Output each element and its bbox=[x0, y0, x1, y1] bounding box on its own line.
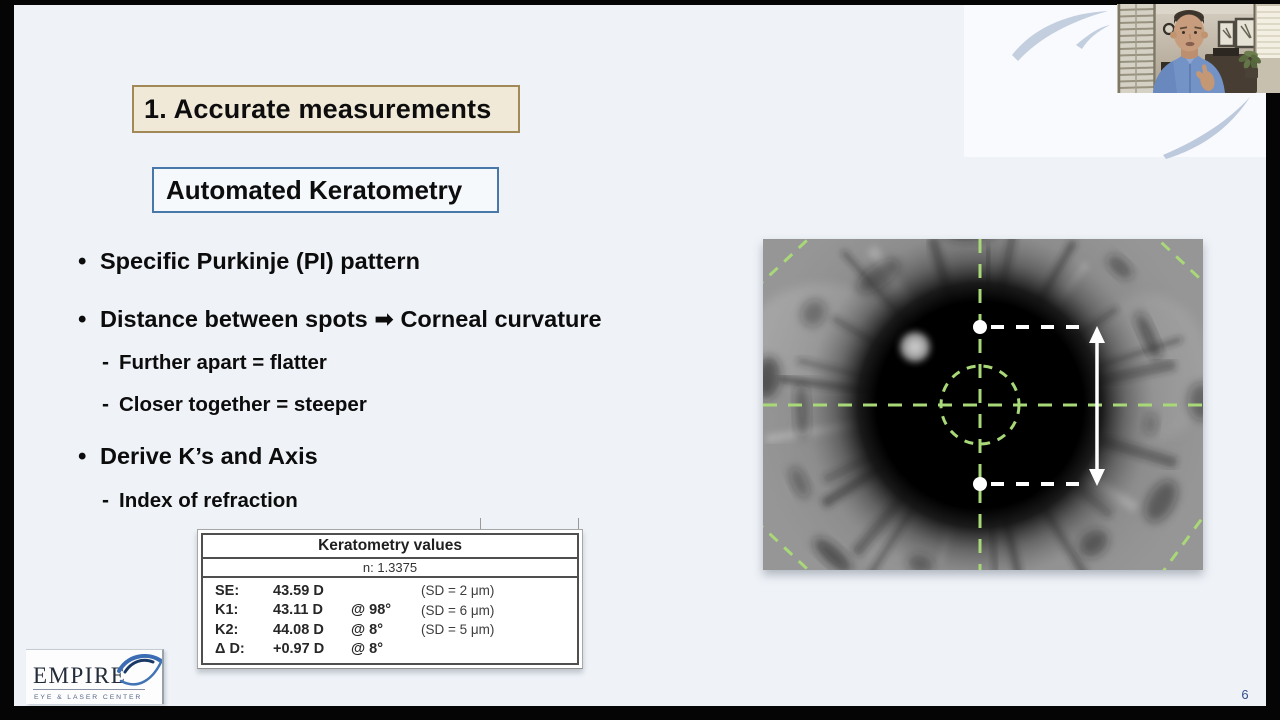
sub-bullet-item: - Closer together = steeper bbox=[102, 393, 367, 417]
bullet-text: Distance between spots ➡ Corneal curvatu… bbox=[100, 306, 602, 332]
eye-keratometry-image bbox=[745, 170, 1215, 640]
k-value: 43.11 D bbox=[273, 602, 323, 619]
k-label: Δ D: bbox=[215, 641, 245, 658]
slide-title-box: 1. Accurate measurements bbox=[132, 85, 520, 133]
iris-image bbox=[745, 170, 1215, 640]
keratometry-table-title: Keratometry values bbox=[203, 535, 577, 559]
presenter bbox=[1153, 10, 1225, 93]
side-window bbox=[1253, 4, 1280, 93]
table-row: Δ D: +0.97 D @ 8° bbox=[203, 640, 577, 660]
letterbox-right bbox=[1266, 0, 1280, 720]
index-of-refraction-row: n: 1.3375 bbox=[203, 559, 577, 578]
corner-mark-top-right bbox=[1145, 227, 1213, 291]
raised-hand bbox=[1196, 64, 1215, 91]
k-axis: @ 8° bbox=[351, 641, 384, 658]
picture-frames bbox=[1217, 17, 1257, 49]
logo-tagline: EYE & LASER CENTER bbox=[34, 694, 142, 701]
table-row: K1: 43.11 D @ 98° (SD = 6 μm) bbox=[203, 601, 577, 621]
ceiling bbox=[1117, 4, 1280, 14]
bullet-marker: • bbox=[78, 248, 87, 275]
bullet-marker: • bbox=[78, 443, 87, 470]
k-axis: @ 8° bbox=[351, 621, 384, 638]
screenshot-artifact-line bbox=[480, 518, 481, 530]
presentation-slide: 1. Accurate measurements Automated Kerat… bbox=[14, 5, 1266, 706]
bullet-text: Further apart = flatter bbox=[119, 351, 327, 374]
bullet-text: Closer together = steeper bbox=[119, 393, 367, 416]
k-sd: (SD = 2 μm) bbox=[421, 583, 495, 599]
k-sd: (SD = 6 μm) bbox=[421, 602, 495, 618]
logo-name: EMPIRE bbox=[33, 663, 126, 688]
page-number: 6 bbox=[1241, 687, 1249, 702]
slide-subtitle: Automated Keratometry bbox=[166, 174, 463, 205]
face bbox=[1173, 14, 1205, 52]
measure-arrow-head-down bbox=[1089, 469, 1105, 486]
k-value: 43.59 D bbox=[273, 582, 324, 599]
table-row: K2: 44.08 D @ 8° (SD = 5 μm) bbox=[203, 620, 577, 640]
k-value: 44.08 D bbox=[273, 621, 324, 638]
letterbox-bottom bbox=[0, 706, 1280, 720]
bullet-text: Specific Purkinje (PI) pattern bbox=[100, 248, 420, 274]
table-row: SE: 43.59 D (SD = 2 μm) bbox=[203, 581, 577, 601]
bullet-item: • Distance between spots ➡ Corneal curva… bbox=[78, 305, 602, 334]
k-value: +0.97 D bbox=[273, 641, 325, 658]
bullet-text: Index of refraction bbox=[119, 489, 298, 512]
keratometry-table: Keratometry values n: 1.3375 SE: 43.59 D… bbox=[197, 529, 583, 669]
sub-bullet-item: - Index of refraction bbox=[102, 489, 298, 513]
measure-arrow-head-up bbox=[1089, 326, 1105, 343]
window-shutters bbox=[1117, 4, 1156, 93]
upper-marker-dot bbox=[973, 320, 987, 334]
measurement-overlay bbox=[973, 320, 1105, 491]
alignment-reticle bbox=[753, 227, 1213, 582]
bullet-marker: - bbox=[102, 393, 109, 416]
k-sd: (SD = 5 μm) bbox=[421, 622, 495, 638]
empire-logo: EMPIRE EYE & LASER CENTER bbox=[26, 649, 164, 704]
pupil bbox=[745, 170, 1215, 640]
k-label: K1: bbox=[215, 602, 239, 619]
sub-bullet-item: - Further apart = flatter bbox=[102, 351, 327, 375]
k-label: K2: bbox=[215, 621, 239, 638]
k-label: SE: bbox=[215, 582, 240, 599]
k-axis: @ 98° bbox=[351, 602, 392, 619]
corner-mark-bottom-right bbox=[1157, 508, 1211, 578]
screenshot-artifact-line bbox=[578, 518, 579, 530]
slide-subtitle-box: Automated Keratometry bbox=[152, 167, 499, 213]
logo-eye-swoosh-icon bbox=[117, 653, 164, 686]
bullet-text: Derive K’s and Axis bbox=[100, 443, 318, 469]
bullet-marker: - bbox=[102, 489, 109, 512]
bullet-item: • Derive K’s and Axis bbox=[78, 443, 318, 471]
corner-mark-top-left bbox=[753, 227, 821, 291]
reticle-circle bbox=[939, 364, 1021, 446]
letterbox-left bbox=[0, 0, 14, 720]
corner-mark-bottom-left bbox=[753, 518, 821, 582]
plant bbox=[1238, 50, 1261, 78]
slide-title: 1. Accurate measurements bbox=[144, 93, 492, 124]
bullet-item: • Specific Purkinje (PI) pattern bbox=[78, 248, 420, 276]
bullet-marker: • bbox=[78, 306, 87, 333]
presenter-webcam-video bbox=[1117, 4, 1280, 93]
lower-marker-dot bbox=[973, 477, 987, 491]
bullet-marker: - bbox=[102, 351, 109, 374]
letterbox-top bbox=[0, 0, 1280, 5]
